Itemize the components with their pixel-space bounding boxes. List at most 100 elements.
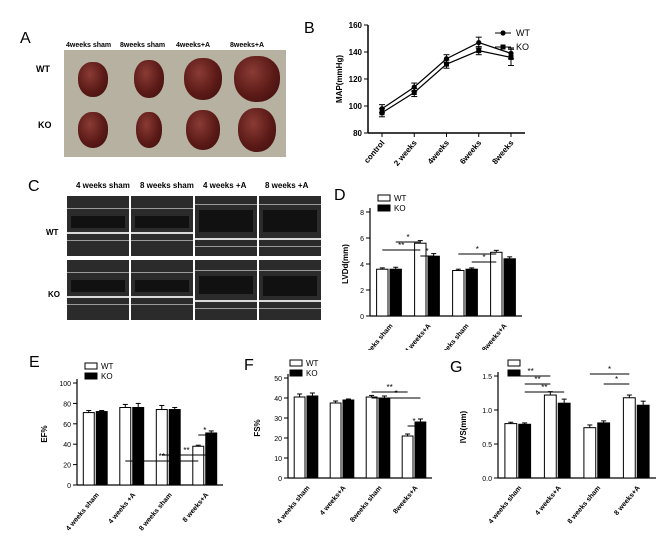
chart-f-bar-wt (365, 396, 378, 479)
chart-b-letter: B (304, 20, 315, 37)
chart-g-y-tick-label: 1.0 (482, 408, 492, 415)
chart-d-x-tick-label: 4 weeks sham (359, 323, 395, 350)
chart-b-y-axis-label: MAP(mmHg) (335, 55, 344, 103)
chart-d-y-tick-label: 8 (360, 210, 364, 217)
panel-c-col-4: 8 weeks +A (265, 181, 309, 190)
chart-f-y-tick-label: 20 (274, 436, 282, 443)
chart-g-bar-wt (504, 423, 518, 479)
chart-b-point-ko (379, 110, 385, 116)
chart-d-letter: D (334, 187, 346, 204)
chart-d-x-tick-label: 8weeks+A (481, 323, 508, 350)
chart-d-significance-label: * (425, 247, 428, 256)
chart-d-y-tick-label: 0 (360, 314, 364, 321)
chart-b-y-tick-label: 140 (349, 48, 363, 57)
panel-c-col-3: 4 weeks +A (203, 181, 247, 190)
chart-f-y-axis-label: FS% (253, 419, 262, 436)
panel-c-row-wt: WT (46, 228, 59, 237)
chart-g-y-tick-label: 0.5 (482, 442, 492, 449)
chart-e-y-tick-label: 0 (67, 483, 71, 490)
chart-f-y-tick-label: 50 (274, 376, 282, 383)
chart-g-significance-label: ** (541, 383, 547, 392)
heart-photo-ko-8w-sham (120, 102, 178, 157)
chart-g-x-tick-label: 8 weeks sham (567, 485, 603, 526)
heart-photo-wt-8w-a (228, 50, 286, 105)
chart-d-y-axis-label: LVDd(mm) (341, 244, 350, 284)
chart-g-bar-ko (597, 422, 611, 479)
chart-b-point-wt (476, 39, 482, 46)
chart-e-x-tick-label: 8 weeks+A (182, 492, 211, 524)
chart-g-y-tick-label: 1.5 (482, 374, 492, 381)
chart-g-significance-label: ** (534, 375, 540, 384)
chart-f-y-tick-label: 40 (274, 396, 282, 403)
chart-b-y-tick-label: 120 (349, 75, 363, 84)
chart-f-bar-ko (378, 397, 391, 479)
chart-g-bar-wt (543, 394, 557, 479)
chart-e-legend-swatch (84, 362, 98, 370)
echo-image-ko-4w-a (195, 260, 257, 320)
chart-f-y-tick-label: 0 (278, 476, 282, 483)
panel-a-row-wt: WT (36, 64, 50, 74)
chart-e-bar-wt (155, 409, 168, 486)
chart-d-bar-wt (414, 242, 427, 317)
chart-f-bar-wt (329, 402, 342, 479)
echo-image-ko-8w-sham (131, 260, 193, 320)
chart-f-significance-label: * (412, 417, 415, 426)
chart-e-y-tick-label: 100 (59, 381, 71, 388)
chart-d-x-tick-label: 8weeks sham (436, 323, 470, 350)
chart-b-point-ko (476, 48, 482, 54)
chart-f-bar-wt (293, 396, 306, 479)
chart-e-x-tick-label: 4 weeks +A (108, 492, 138, 526)
chart-g-significance-label: * (608, 365, 611, 374)
chart-b-y-tick-label: 160 (349, 21, 363, 30)
chart-g-bar-ko (518, 423, 532, 479)
chart-d-bar-wt (452, 270, 465, 317)
echo-image-ko-8w-a (259, 260, 321, 320)
chart-f-x-tick-label: 8weeks sham (349, 485, 383, 524)
chart-d-significance-label: * (482, 253, 485, 262)
chart-e-letter: E (29, 354, 40, 371)
chart-e-bar-ko (205, 432, 218, 486)
heart-photo-ko-4w-a (174, 102, 232, 157)
chart-g-x-tick-label: 4 weeks+A (534, 485, 563, 517)
chart-b-point-ko (444, 61, 449, 67)
chart-e-legend-label: WT (101, 362, 114, 371)
chart-d-legend-label: WT (394, 194, 407, 203)
chart-f-bar-ko (306, 395, 319, 479)
chart-g-letter: G (450, 359, 462, 376)
chart-g-ivs: G 0.0 0.5 1.0 1.5 IVS(mm) 4 weeks sham 4 weeks+… (450, 359, 656, 526)
heart-photo-ko-4w-sham (64, 102, 122, 157)
panel-c-col-2: 8 weeks sham (140, 181, 194, 190)
chart-d-significance-label: * (406, 233, 409, 242)
chart-d-y-tick-label: 6 (360, 236, 364, 243)
chart-d-legend-label: KO (394, 204, 406, 213)
chart-b-legend-label-wt: WT (516, 28, 530, 38)
chart-e-bar-wt (82, 412, 95, 486)
chart-e-bar-wt (119, 406, 132, 486)
chart-b-x-tick-label: control (362, 139, 386, 166)
chart-f-x-tick-label: 8weeks+A (392, 485, 419, 516)
chart-g-bar-wt (583, 427, 597, 479)
chart-e-y-tick-label: 40 (63, 442, 71, 449)
chart-e-significance-label: ** (183, 446, 189, 455)
chart-e-bar-ko (132, 406, 145, 486)
chart-d-x-tick-label: 4 weeks+A (404, 323, 433, 350)
chart-e-bar-ko (95, 411, 108, 486)
chart-b-point-ko (411, 90, 417, 95)
chart-b-series-wt-line (381, 41, 512, 110)
chart-b-x-tick-label: 2 weeks (392, 138, 419, 168)
chart-d-significance-label: * (476, 245, 479, 254)
chart-d-y-tick-label: 2 (360, 288, 364, 295)
panel-a-letter: A (20, 30, 31, 47)
echo-image-wt-4w-a (195, 196, 257, 256)
panel-a-col-2: 8weeks sham (120, 42, 166, 49)
panel-c-col-1: 4 weeks sham (76, 181, 130, 190)
chart-f-legend-swatch (289, 359, 303, 367)
panel-a-col-3: 4weeks+A (176, 42, 211, 49)
heart-photo-wt-4w-a (174, 50, 232, 105)
chart-g-legend-swatch (507, 359, 521, 367)
chart-e-significance-label: ** (159, 452, 165, 461)
chart-g-significance-label: ** (527, 367, 533, 376)
heart-photo-wt-4w-sham (64, 50, 122, 105)
panel-a-col-1: 4weeks sham (66, 42, 112, 49)
